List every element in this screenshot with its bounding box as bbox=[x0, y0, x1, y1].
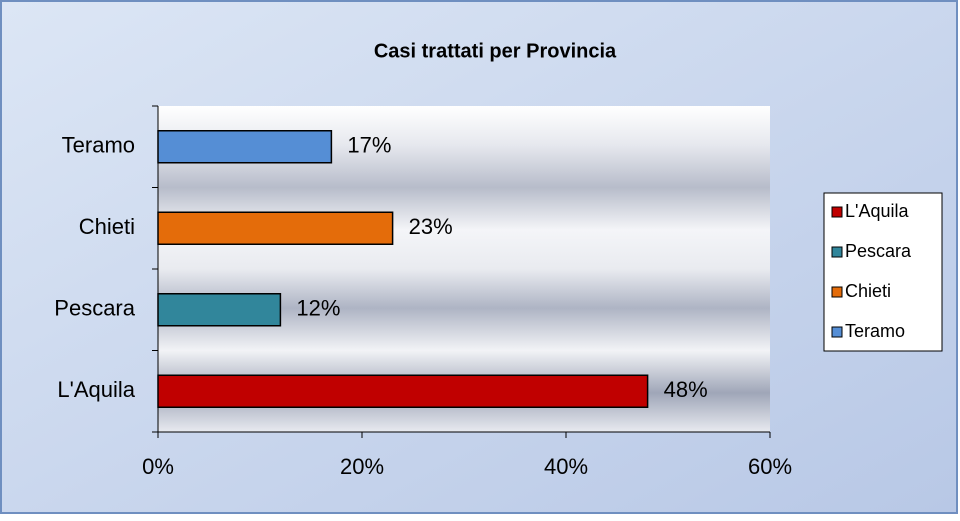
value-label: 48% bbox=[664, 377, 708, 402]
value-label: 23% bbox=[409, 214, 453, 239]
y-tick-label: L'Aquila bbox=[57, 377, 135, 402]
bar bbox=[157, 293, 282, 327]
legend-swatch bbox=[831, 286, 843, 298]
legend-swatch bbox=[831, 246, 843, 258]
bar bbox=[157, 130, 333, 164]
y-tick-label: Chieti bbox=[79, 214, 135, 239]
y-tick-label: Pescara bbox=[54, 296, 135, 321]
value-label: 12% bbox=[296, 296, 340, 321]
chart-title: Casi trattati per Provincia bbox=[374, 40, 617, 62]
bar bbox=[157, 374, 649, 408]
legend-swatch bbox=[831, 326, 843, 338]
legend-swatch bbox=[831, 206, 843, 218]
x-tick-label: 20% bbox=[340, 454, 384, 479]
y-tick-label: Teramo bbox=[62, 133, 135, 158]
value-label: 17% bbox=[347, 133, 391, 158]
legend-label: Chieti bbox=[845, 281, 891, 301]
legend-label: Teramo bbox=[845, 321, 905, 341]
legend-box bbox=[823, 192, 943, 352]
legend-label: L'Aquila bbox=[845, 201, 909, 221]
legend-label: Pescara bbox=[845, 241, 912, 261]
x-tick-label: 0% bbox=[142, 454, 174, 479]
x-tick-label: 40% bbox=[544, 454, 588, 479]
x-tick-label: 60% bbox=[748, 454, 792, 479]
bar bbox=[157, 211, 394, 245]
